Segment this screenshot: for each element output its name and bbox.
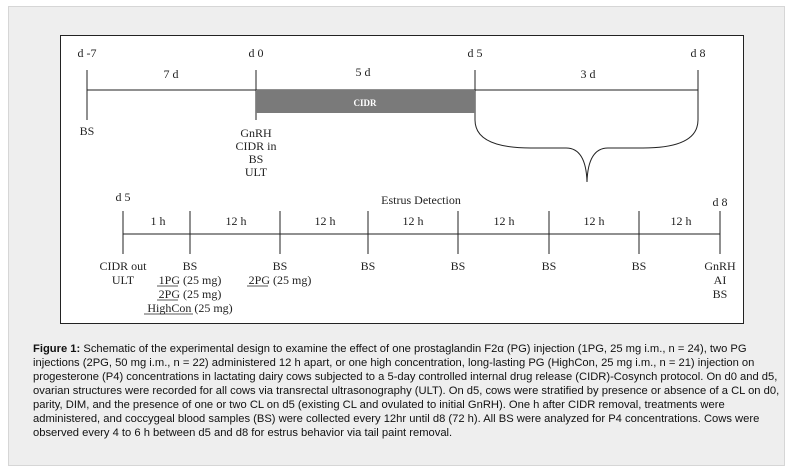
- d-7-event-bs: BS: [80, 124, 95, 138]
- estrus-detection-label: Estrus Detection: [381, 193, 461, 207]
- caption-text: Schematic of the experimental design to …: [33, 343, 780, 439]
- interval-12h-4: 12 h: [494, 214, 515, 228]
- d0-event-ult: ULT: [245, 165, 268, 179]
- start-event-cidr-out: CIDR out: [99, 259, 147, 273]
- figure-frame: d -7 d 0 d 5 d 8 7 d 5 d 3 d CIDR BS GnR…: [8, 6, 785, 466]
- t2-event-bs: BS: [273, 259, 288, 273]
- day-label-d5: d 5: [468, 46, 483, 60]
- t1-event-bs: BS: [183, 259, 198, 273]
- interval-12h-6: 12 h: [671, 214, 692, 228]
- interval-5d: 5 d: [356, 65, 371, 79]
- treatment-2pg-second: 2PG (25 mg): [249, 273, 312, 287]
- start-event-ult: ULT: [112, 273, 135, 287]
- day-label-d8: d 8: [691, 46, 706, 60]
- end-event-bs: BS: [713, 287, 728, 301]
- treatment-2pg: 2PG (25 mg): [159, 287, 222, 301]
- timeline-2-start-day: d 5: [116, 190, 131, 204]
- day-label-d0: d 0: [249, 46, 264, 60]
- interval-12h-3: 12 h: [403, 214, 424, 228]
- t4-event-bs: BS: [451, 259, 466, 273]
- timeline-2-end-day: d 8: [713, 195, 728, 209]
- interval-12h-5: 12 h: [584, 214, 605, 228]
- d0-event-cidr-in: CIDR in: [235, 139, 276, 153]
- interval-12h-1: 12 h: [226, 214, 247, 228]
- t5-event-bs: BS: [542, 259, 557, 273]
- day-label-d-7: d -7: [78, 46, 97, 60]
- treatment-1pg: 1PG (25 mg): [159, 273, 222, 287]
- cidr-bar-label: CIDR: [353, 98, 377, 108]
- interval-12h-2: 12 h: [315, 214, 336, 228]
- end-event-ai: AI: [714, 273, 727, 287]
- interval-3d: 3 d: [581, 67, 596, 81]
- caption-label: Figure 1:: [33, 343, 81, 355]
- figure-caption: Figure 1: Schematic of the experimental …: [33, 342, 783, 440]
- end-event-gnrh: GnRH: [704, 259, 736, 273]
- protocol-diagram: d -7 d 0 d 5 d 8 7 d 5 d 3 d CIDR BS GnR…: [78, 46, 736, 315]
- t3-event-bs: BS: [361, 259, 376, 273]
- d0-event-gnrh: GnRH: [240, 126, 272, 140]
- interval-1h: 1 h: [151, 214, 166, 228]
- cidr-bar: [256, 90, 475, 113]
- t6-event-bs: BS: [632, 259, 647, 273]
- treatment-highcon: HighCon (25 mg): [147, 301, 232, 315]
- interval-7d: 7 d: [164, 67, 179, 81]
- diagram-panel: d -7 d 0 d 5 d 8 7 d 5 d 3 d CIDR BS GnR…: [60, 35, 744, 324]
- curly-brace: [474, 119, 699, 183]
- d0-event-bs: BS: [249, 152, 264, 166]
